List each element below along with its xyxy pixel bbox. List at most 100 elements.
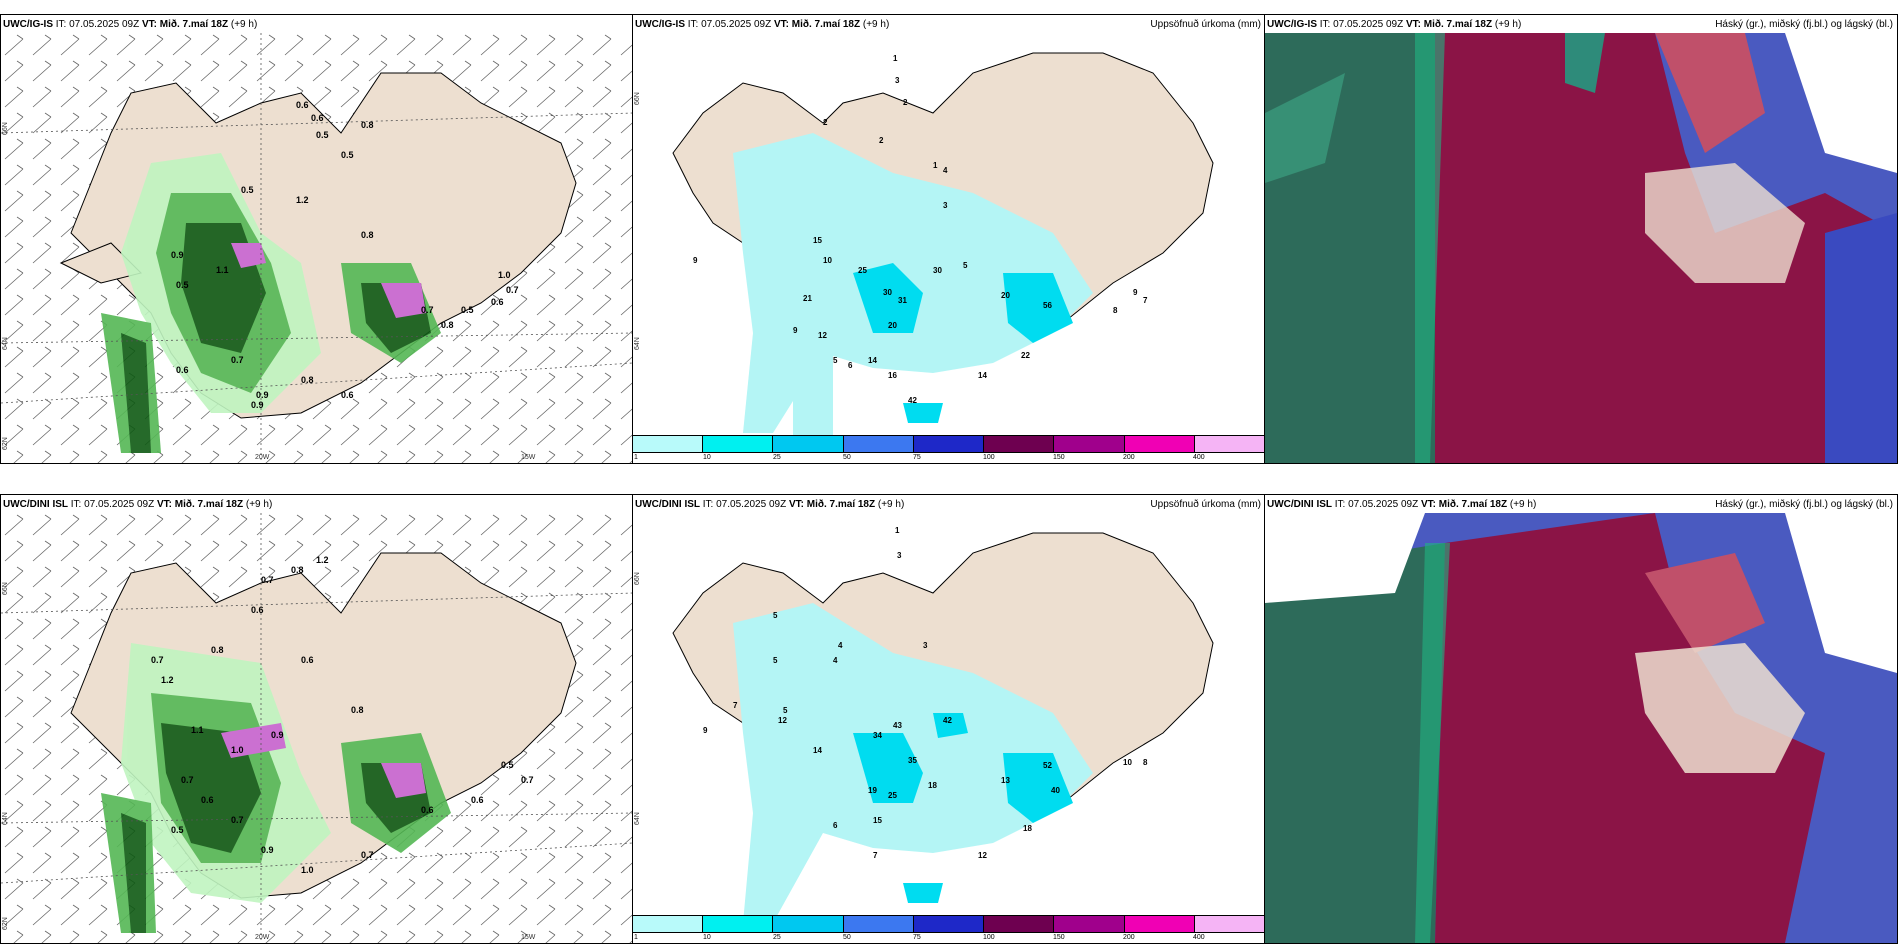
map-value-label: 0.6	[296, 100, 309, 110]
lat-label: 64N	[634, 337, 641, 350]
map-value-label: 12	[978, 851, 987, 860]
map-value-label: 12	[778, 716, 787, 725]
init-time: 07.05.2025 09Z	[701, 19, 772, 30]
map-value-label: 0.6	[341, 390, 354, 400]
map-value-label: 9	[793, 326, 798, 335]
bottom-wind-panel: UWC/DINI ISL IT: 07.05.2025 09Z VT: Mið.…	[0, 494, 634, 944]
map-value-label: 1.2	[316, 555, 329, 565]
map-value-label: 0.7	[421, 305, 434, 315]
colorbar	[633, 435, 1265, 453]
map-value-label: 30	[933, 266, 942, 275]
it-label: IT:	[55, 19, 67, 30]
map-value-label: 6	[848, 361, 853, 370]
map-value-label: 0.5	[241, 185, 254, 195]
colorbar-segment	[633, 915, 704, 933]
lat-label: 66N	[2, 122, 9, 135]
lead-time: (+9 h)	[230, 19, 258, 30]
top-precip-panel: UWC/IG-IS IT: 07.05.2025 09Z VT: Mið. 7.…	[632, 14, 1266, 464]
map-value-label: 16	[888, 371, 897, 380]
colorbar-segment	[1123, 915, 1195, 933]
map-value-label: 0.6	[201, 795, 214, 805]
map-value-label: 1.1	[216, 265, 229, 275]
map-value-label: 25	[858, 266, 867, 275]
colorbar-label: 150	[1053, 934, 1065, 941]
wind-precip-map: 0.60.60.50.8 0.51.20.50.8 1.00.70.60.9 1…	[1, 33, 633, 463]
map-value-label: 0.5	[176, 280, 189, 290]
colorbar-segment	[842, 435, 914, 453]
map-value-label: 42	[943, 716, 952, 725]
lat-label: 64N	[2, 812, 9, 825]
map-value-label: 0.8	[351, 705, 364, 715]
panel-header: UWC/IG-IS IT: 07.05.2025 09Z VT: Mið. 7.…	[1267, 19, 1521, 31]
map-value-label: 19	[868, 786, 877, 795]
colorbar-labels: 1 10 25 50 75 100 150 200 400	[633, 454, 1265, 463]
map-value-label: 15	[873, 816, 882, 825]
colorbar-segment	[842, 915, 914, 933]
map-value-label: 30	[883, 288, 892, 297]
model-name: UWC/DINI ISL	[635, 499, 700, 510]
model-name: UWC/DINI ISL	[1267, 499, 1332, 510]
valid-time: Mið. 7.maí 18Z	[791, 19, 861, 30]
map-value-label: 0.5	[341, 150, 354, 160]
it-label: IT:	[1319, 19, 1331, 30]
colorbar-label: 100	[983, 934, 995, 941]
map-value-label: 0.6	[471, 795, 484, 805]
map-value-label: 0.7	[361, 850, 374, 860]
precip-shading	[101, 643, 451, 933]
map-value-label: 5	[773, 611, 778, 620]
colorbar-segment	[1123, 435, 1195, 453]
map-value-label: 1.0	[301, 865, 314, 875]
map-value-label: 0.7	[231, 355, 244, 365]
model-name: UWC/IG-IS	[635, 19, 685, 30]
map-value-label: 0.9	[171, 250, 184, 260]
panel-header: UWC/IG-IS IT: 07.05.2025 09Z VT: Mið. 7.…	[3, 19, 257, 31]
precip-value-labels: 0.60.60.50.8 0.51.20.50.8 1.00.70.60.9 1…	[171, 100, 519, 410]
map-value-label: 0.9	[256, 390, 269, 400]
panel-right-title: Uppsöfnuð úrkoma (mm)	[1150, 19, 1261, 30]
map-value-label: 9	[703, 726, 708, 735]
map-value-label: 0.7	[521, 775, 534, 785]
lon-label: 15W	[521, 934, 536, 941]
map-value-label: 0.5	[461, 305, 474, 315]
map-value-label: 2	[879, 136, 884, 145]
map-value-label: 35	[908, 756, 917, 765]
valid-time: Mið. 7.maí 18Z	[159, 19, 229, 30]
map-value-label: 1.1	[191, 725, 204, 735]
map-value-label: 8	[1113, 306, 1118, 315]
map-value-label: 13	[1001, 776, 1010, 785]
map-value-label: 5	[783, 706, 788, 715]
map-value-label: 10	[1123, 758, 1132, 767]
map-value-label: 31	[898, 296, 907, 305]
map-value-label: 5	[963, 261, 968, 270]
map-value-label: 0.6	[421, 805, 434, 815]
colorbar	[633, 915, 1265, 933]
lat-label: 64N	[634, 812, 641, 825]
vt-label: VT:	[773, 19, 789, 30]
map-value-label: 7	[1143, 296, 1148, 305]
map-value-label: 4	[943, 166, 948, 175]
lat-label: 64N	[2, 337, 9, 350]
map-value-label: 0.5	[501, 760, 514, 770]
vt-label: VT:	[788, 499, 804, 510]
lead-time: (+9 h)	[1509, 499, 1537, 510]
wind-precip-map: 0.8 1.2 0.7 0.8 0.6 0.7 1.2 0.6 1.1 1.0 0.9 0.7 0…	[1, 513, 633, 943]
colorbar-label: 100	[983, 454, 995, 461]
accum-shading	[733, 133, 1093, 443]
map-value-label: 0.9	[251, 400, 264, 410]
colorbar-segment	[912, 915, 985, 933]
map-value-label: 3	[923, 641, 928, 650]
colorbar-segment	[772, 435, 844, 453]
it-label: IT:	[687, 19, 699, 30]
map-value-label: 0.7	[231, 815, 244, 825]
map-value-label: 3	[895, 76, 900, 85]
map-value-label: 3	[943, 201, 948, 210]
colorbar-segment	[1053, 435, 1125, 453]
init-time: 07.05.2025 09Z	[1348, 499, 1419, 510]
init-time: 07.05.2025 09Z	[84, 499, 155, 510]
colorbar-label: 200	[1123, 454, 1135, 461]
map-value-label: 42	[908, 396, 917, 405]
accum-shading	[733, 603, 1093, 923]
panel-right-title: Háský (gr.), miðský (fj.bl.) og lágský (…	[1715, 499, 1893, 510]
